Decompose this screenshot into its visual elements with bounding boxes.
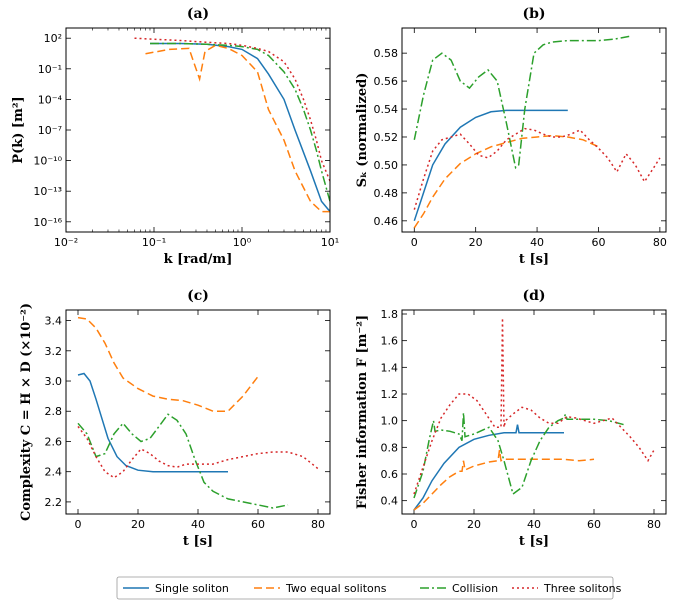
plot-frame xyxy=(65,309,331,515)
y-tick-label: 2.8 xyxy=(45,405,63,418)
y-tick-label: 3.0 xyxy=(45,375,63,388)
panel-title: (d) xyxy=(522,288,545,304)
y-tick-label: 3.2 xyxy=(45,345,63,358)
series-two xyxy=(413,449,595,511)
series-single xyxy=(413,109,568,222)
series-collision xyxy=(150,42,330,202)
series-three xyxy=(413,317,655,495)
y-tick-label: 10⁻¹ xyxy=(38,63,62,76)
plot-frame xyxy=(65,27,331,233)
legend-frame xyxy=(116,576,614,600)
x-tick-label: 0 xyxy=(411,236,418,249)
y-tick-label: 0.54 xyxy=(374,103,399,116)
legend-label-collision: Collision xyxy=(452,582,498,595)
x-tick-label: 80 xyxy=(647,518,661,531)
y-tick-label: 0.48 xyxy=(374,187,399,200)
x-tick-label: 40 xyxy=(530,236,544,249)
x-tick-label: 10⁰ xyxy=(233,236,252,249)
x-tick-label: 60 xyxy=(251,518,265,531)
series-single xyxy=(413,424,564,511)
series-single xyxy=(77,372,228,473)
series-collision xyxy=(77,413,289,509)
y-tick-label: 2.4 xyxy=(45,466,63,479)
y-tick-label: 10⁻¹⁰ xyxy=(33,155,62,168)
panel-title: (a) xyxy=(187,6,209,22)
plot-frame xyxy=(401,27,667,233)
x-tick-label: 0 xyxy=(411,518,418,531)
x-tick-label: 10⁻¹ xyxy=(142,236,166,249)
x-tick-label: 10⁻² xyxy=(54,236,78,249)
y-tick-label: 3.4 xyxy=(45,315,63,328)
y-axis-label: Complexity C = H × D (×10⁻²) xyxy=(19,303,34,521)
x-axis-label: t [s] xyxy=(519,534,549,549)
y-axis-label: Fisher information F [m⁻²] xyxy=(355,315,370,509)
y-axis-label: P(k) [m²] xyxy=(11,96,26,163)
panel-b: (b) 0 20 40 60 80 0.46 0.48 0.50 0.52 0.54 0.56 0.58… xyxy=(355,6,667,267)
series-collision xyxy=(413,411,625,499)
y-tick-label: 2.2 xyxy=(45,496,63,509)
x-tick-label: 60 xyxy=(591,236,605,249)
y-tick-label: 10⁻⁷ xyxy=(38,124,62,137)
y-tick-label: 0.52 xyxy=(374,131,399,144)
legend-label-three: Three solitons xyxy=(543,582,622,595)
y-tick-label: 10² xyxy=(44,32,62,45)
y-tick-label: 0.46 xyxy=(374,215,399,228)
x-tick-label: 20 xyxy=(469,236,483,249)
x-tick-label: 20 xyxy=(131,518,145,531)
x-tick-label: 80 xyxy=(311,518,325,531)
y-tick-label: 2.6 xyxy=(45,435,63,448)
x-axis-label: t [s] xyxy=(519,252,549,267)
series-three xyxy=(134,37,330,182)
x-tick-label: 80 xyxy=(653,236,667,249)
legend-label-two: Two equal solitons xyxy=(285,582,387,595)
y-tick-label: 0.58 xyxy=(374,47,399,60)
series-two xyxy=(77,316,259,412)
legend: Single soliton Two equal solitons Collisio… xyxy=(116,576,622,600)
y-tick-label: 0.6 xyxy=(381,468,399,481)
x-tick-label: 0 xyxy=(75,518,82,531)
y-tick-label: 1.8 xyxy=(381,308,399,321)
y-tick-label: 0.50 xyxy=(374,159,399,172)
y-tick-label: 10⁻⁴ xyxy=(38,93,63,106)
y-tick-label: 0.4 xyxy=(381,495,399,508)
y-tick-label: 1.2 xyxy=(381,388,399,401)
y-axis-label: Sₖ (normalized) xyxy=(355,73,370,188)
plot-frame xyxy=(401,309,667,515)
y-tick-label: 0.8 xyxy=(381,441,399,454)
x-tick-label: 20 xyxy=(467,518,481,531)
x-tick-label: 40 xyxy=(191,518,205,531)
y-tick-label: 0.56 xyxy=(374,75,399,88)
panel-title: (b) xyxy=(522,6,545,22)
y-tick-label: 10⁻¹³ xyxy=(33,185,62,198)
x-tick-label: 60 xyxy=(587,518,601,531)
x-axis-label: k [rad/m] xyxy=(164,252,233,267)
panel-a: (a) 10⁻² 10⁻¹ 10⁰ 10¹ 10² 10⁻¹ 10⁻⁴ 10⁻⁷ 10⁻¹⁰ 10⁻… xyxy=(11,6,339,267)
series-two xyxy=(413,134,599,229)
panel-title: (c) xyxy=(187,288,209,304)
panel-d: (d) 0 20 40 60 80 0.4 0.6 0.8 1.0 1.2 1.4 1.6 1.8 t [s… xyxy=(355,288,667,549)
x-tick-label: 10¹ xyxy=(321,236,339,249)
series-two xyxy=(145,44,330,213)
series-three xyxy=(413,127,661,210)
x-tick-label: 40 xyxy=(527,518,541,531)
y-tick-label: 1.4 xyxy=(381,361,399,374)
y-tick-label: 10⁻¹⁶ xyxy=(33,216,62,229)
y-tick-label: 1.6 xyxy=(381,335,399,348)
legend-label-single: Single soliton xyxy=(155,582,229,595)
x-axis-label: t [s] xyxy=(183,534,213,549)
panel-c: (c) 0 20 40 60 80 2.2 2.4 2.6 2.8 3.0 3.2 3.4 t [s] Co… xyxy=(19,288,331,549)
series-collision xyxy=(413,35,630,170)
y-tick-label: 1.0 xyxy=(381,415,399,428)
